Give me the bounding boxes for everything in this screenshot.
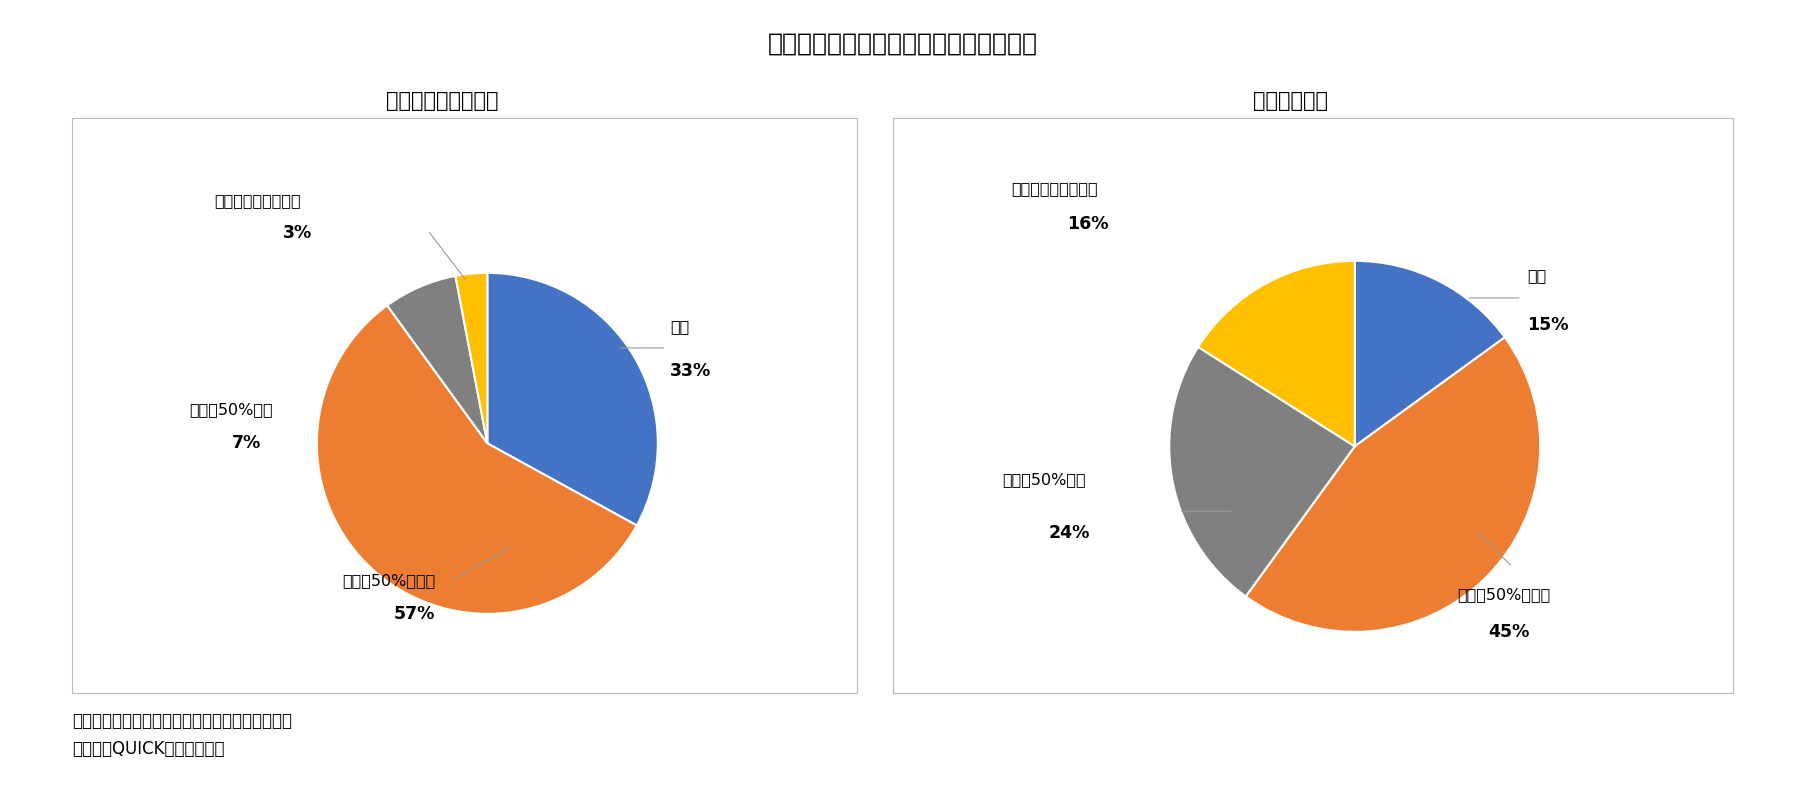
Text: （注）図表２と同じ９ﾙ８社（経常利益ベース）: （注）図表２と同じ９ﾙ８社（経常利益ベース） <box>72 712 292 730</box>
Text: （資料）QUICKより筆者作成: （資料）QUICKより筆者作成 <box>72 740 224 758</box>
Text: 増益: 増益 <box>1527 268 1547 283</box>
Text: 7%: 7% <box>231 434 262 453</box>
Text: 》図表３「《今回開示》は内訳も厳しい: 》図表３「《今回開示》は内訳も厳しい <box>767 31 1038 55</box>
Text: 45%: 45% <box>1489 623 1529 641</box>
Text: 減益（50%以内）: 減益（50%以内） <box>343 573 435 588</box>
Text: 減益（50%以内）: 減益（50%以内） <box>1457 587 1550 602</box>
Wedge shape <box>1356 260 1505 446</box>
Wedge shape <box>318 305 637 614</box>
Text: 赤字転落・赤字拡大: 赤字転落・赤字拡大 <box>1011 181 1097 196</box>
Text: 減益（50%超）: 減益（50%超） <box>190 401 273 417</box>
Wedge shape <box>487 273 657 526</box>
Wedge shape <box>1245 338 1540 632</box>
Wedge shape <box>455 273 487 443</box>
Wedge shape <box>386 276 487 443</box>
Wedge shape <box>1199 260 1356 446</box>
Text: 3%: 3% <box>283 224 312 242</box>
Text: 減益（50%超）: 減益（50%超） <box>1002 472 1087 487</box>
Text: ＜今回開示＞: ＜今回開示＞ <box>1253 91 1328 110</box>
Wedge shape <box>1170 347 1356 597</box>
Text: 増益: 増益 <box>670 320 690 334</box>
Text: 15%: 15% <box>1527 316 1569 334</box>
Text: 16%: 16% <box>1067 215 1108 233</box>
Text: 赤字転落・赤字拡大: 赤字転落・赤字拡大 <box>215 193 301 208</box>
Text: 33%: 33% <box>670 361 711 379</box>
Text: 24%: 24% <box>1049 524 1090 542</box>
Text: ＜期初に開示済み＞: ＜期初に開示済み＞ <box>386 91 498 110</box>
Text: 57%: 57% <box>393 605 435 623</box>
